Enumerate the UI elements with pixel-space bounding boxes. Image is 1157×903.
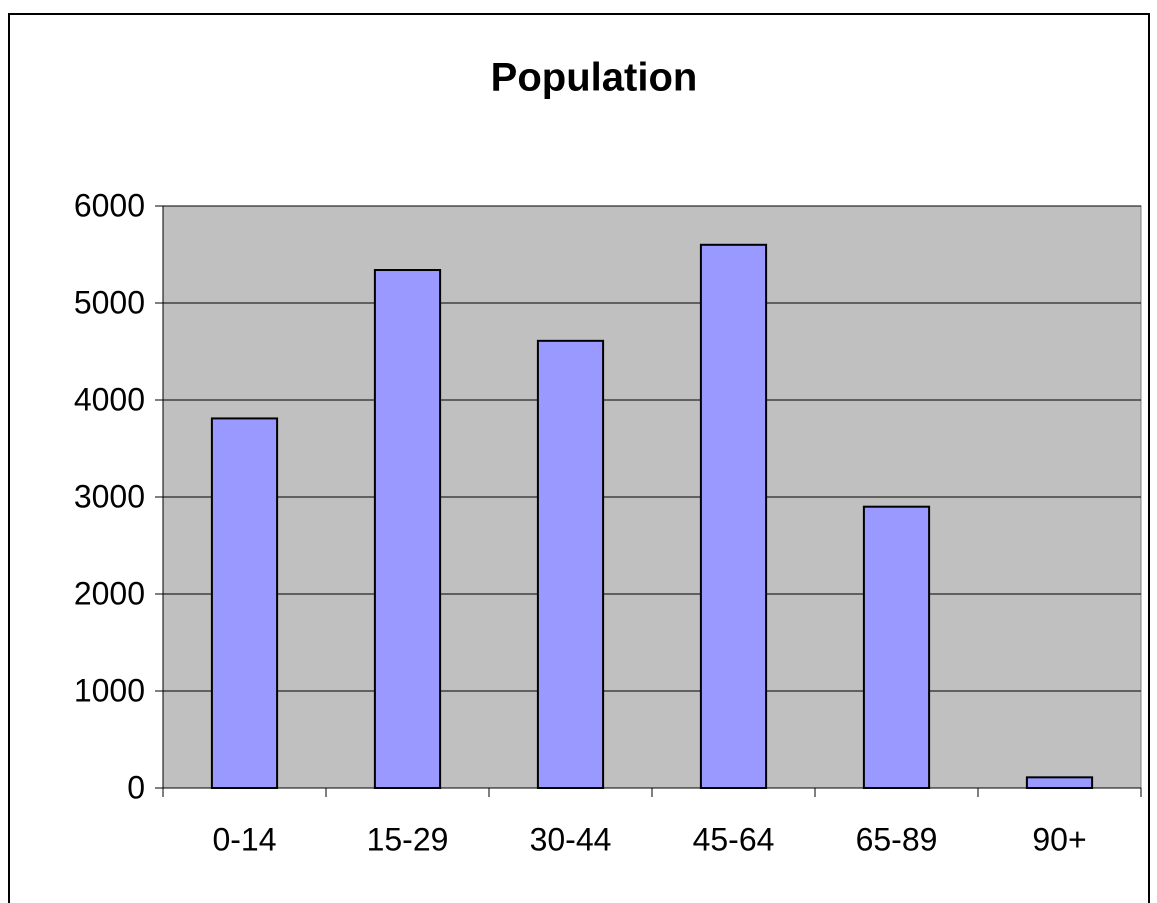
x-tick-label: 65-89 [856,821,938,857]
y-tick-label: 2000 [74,575,145,611]
bar [699,243,768,790]
chart-title: Population [491,56,698,100]
bar [1025,776,1094,790]
bar [536,339,605,789]
chart-frame [8,13,1150,903]
x-tick-label: 90+ [1032,821,1086,857]
y-tick-label: 0 [127,769,145,805]
bar [862,505,931,789]
y-tick-label: 4000 [74,381,145,417]
y-tick-label: 3000 [74,478,145,514]
x-tick-label: 0-14 [212,821,276,857]
y-tick-label: 5000 [74,284,145,320]
bar [373,269,442,789]
x-tick-label: 45-64 [693,821,775,857]
y-tick-label: 1000 [74,672,145,708]
bar [210,417,279,789]
x-tick-label: 15-29 [367,821,449,857]
y-tick-label: 6000 [74,187,145,223]
x-tick-label: 30-44 [530,821,612,857]
